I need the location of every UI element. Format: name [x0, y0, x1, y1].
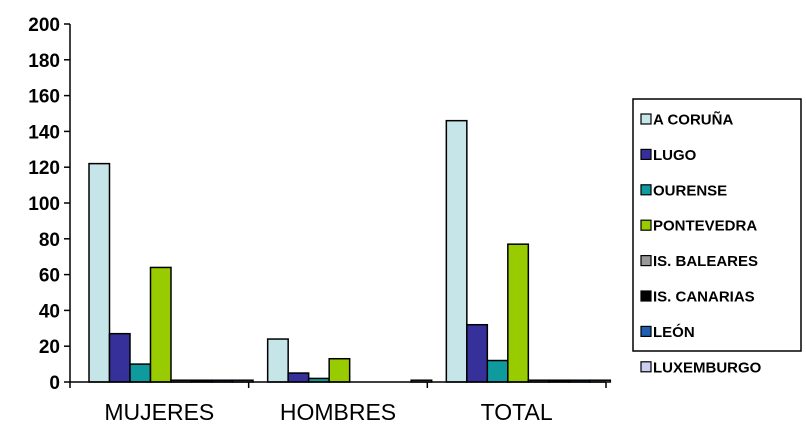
y-tick-label: 160: [28, 87, 60, 108]
x-axis: MUJERES HOMBRES TOTAL: [69, 381, 607, 425]
y-axis: 0 20 40 60 80 100 120 140 160 180 200: [28, 15, 71, 394]
y-tick-label: 120: [28, 158, 60, 179]
y-tick-label: 200: [28, 15, 60, 36]
legend-label: PONTEVEDRA: [653, 218, 757, 235]
y-tick-label: 180: [28, 51, 60, 72]
bar: [507, 243, 530, 383]
x-tick-label: HOMBRES: [280, 399, 396, 425]
bar: [108, 332, 131, 383]
bar: [486, 359, 509, 383]
legend-label: LEÓN: [653, 323, 695, 341]
bar: [266, 338, 289, 383]
y-tick-label: 80: [39, 230, 60, 251]
y-tick-label: 0: [49, 373, 60, 394]
bar: [88, 162, 111, 383]
bar: [445, 119, 468, 383]
bars: [88, 119, 612, 383]
legend-box: [632, 98, 802, 352]
legend-swatch: [640, 184, 652, 196]
legend-swatch: [640, 148, 652, 160]
legend-swatch: [640, 113, 652, 125]
bar: [287, 372, 310, 383]
legend: A CORUÑA LUGO OURENSE PONTEVEDRA IS. BALEARE…: [632, 98, 802, 376]
y-tick-label: 20: [39, 337, 60, 358]
bar: [129, 363, 152, 383]
bar: [328, 357, 351, 383]
x-tick-label: MUJERES: [104, 399, 214, 425]
legend-swatch: [640, 325, 652, 337]
bar: [466, 323, 489, 383]
legend-label: LUGO: [653, 147, 697, 164]
y-tick-label: 60: [39, 266, 60, 287]
legend-swatch: [640, 361, 652, 373]
legend-label: OURENSE: [653, 182, 727, 199]
legend-label: A CORUÑA: [653, 111, 733, 129]
y-tick-label: 140: [28, 122, 60, 143]
x-tick-label: TOTAL: [481, 399, 553, 425]
bar: [149, 266, 172, 383]
y-tick-label: 40: [39, 301, 60, 322]
legend-label: LUXEMBURGO: [653, 359, 762, 376]
legend-swatch: [640, 219, 652, 231]
legend-swatch: [640, 255, 652, 267]
legend-swatch: [640, 290, 652, 302]
legend-label: IS. BALEARES: [653, 253, 758, 270]
y-tick-label: 100: [28, 194, 60, 215]
legend-label: IS. CANARIAS: [653, 289, 755, 306]
